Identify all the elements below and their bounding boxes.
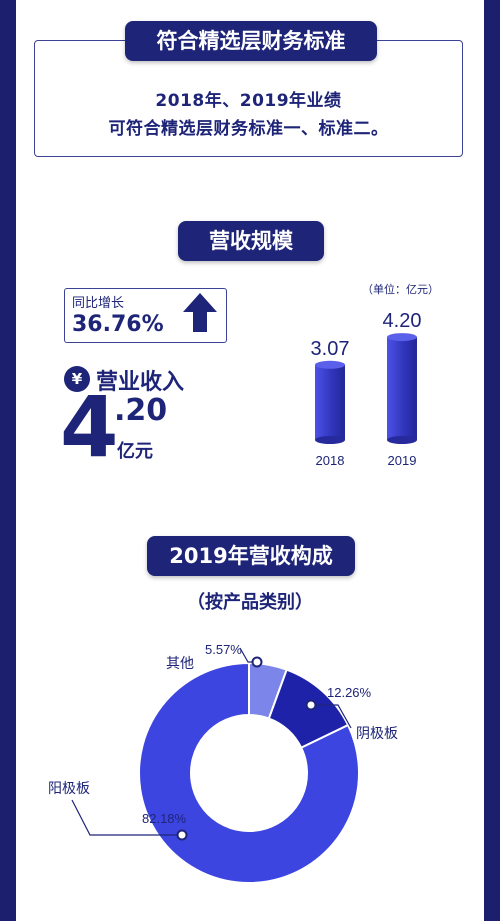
- bar-2018: [315, 360, 345, 444]
- section1-line2: 可符合精选层财务标准一、标准二。: [108, 119, 389, 139]
- growth-label: 同比增长: [72, 296, 125, 311]
- leader-dot: [176, 829, 188, 841]
- leader-dot: [305, 699, 317, 711]
- yen-icon: ¥: [64, 366, 90, 392]
- leader-dot: [251, 656, 263, 668]
- slice-value-label: 12.26%: [327, 685, 372, 700]
- unit-note: （单位：亿元）: [362, 283, 439, 296]
- bar-2019: [387, 333, 417, 444]
- revenue-int: 4: [60, 378, 119, 476]
- section1-title: 符合精选层财务标准: [125, 21, 377, 61]
- revenue-label: 营业收入: [96, 370, 185, 395]
- growth-box: [64, 288, 227, 343]
- section2-title: 营收规模: [178, 221, 324, 261]
- slice-value-label: 82.18%: [142, 811, 187, 826]
- slice-name-label: 阳极板: [48, 781, 90, 797]
- content-panel: [16, 0, 484, 921]
- growth-value: 36.76%: [72, 312, 164, 337]
- bar-category-label: 2019: [388, 453, 417, 468]
- slice-value-label: 5.57%: [205, 642, 242, 657]
- leader-line: [71, 799, 182, 836]
- section1-line1: 2018年、2019年业绩: [155, 91, 342, 111]
- section3-title: 2019年营收构成: [147, 536, 355, 576]
- leader-line: [311, 704, 352, 729]
- revenue-dec: .20: [114, 393, 168, 428]
- revenue-unit: 亿元: [117, 441, 153, 462]
- section3-subtitle: （按产品类别）: [187, 592, 313, 613]
- bar-value-label: 3.07: [311, 338, 350, 360]
- bar-value-label: 4.20: [383, 310, 422, 332]
- bar-category-label: 2018: [316, 453, 345, 468]
- slice-name-label: 其他: [166, 656, 194, 672]
- pie-slice-0: [138, 661, 360, 884]
- slice-name-label: 阴极板: [356, 726, 398, 742]
